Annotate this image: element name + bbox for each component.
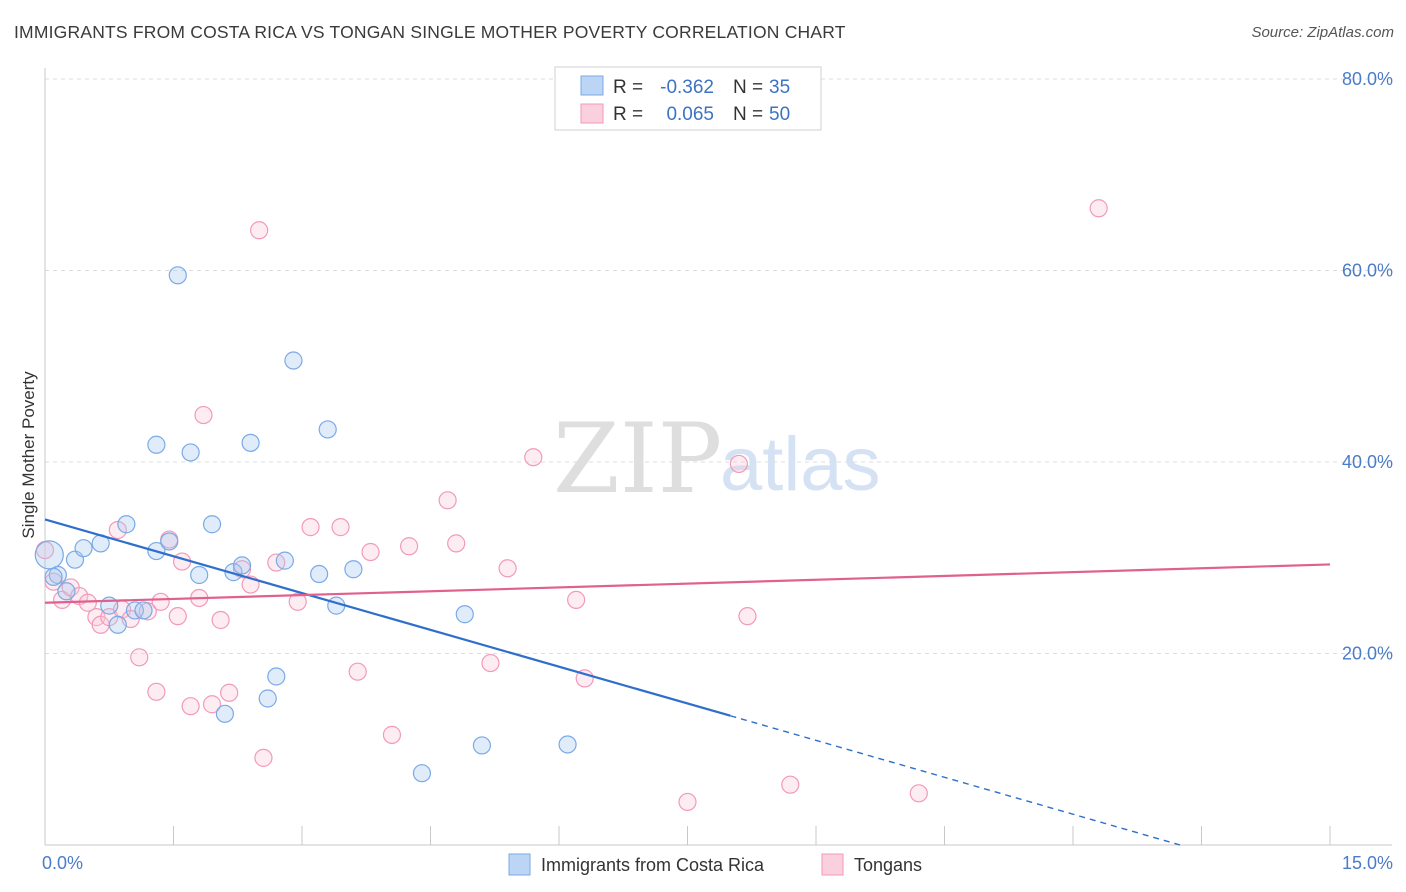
costa-rica-point — [108, 615, 127, 634]
legend-r-value-1: -0.362 — [660, 77, 714, 98]
tongan-point — [1089, 199, 1108, 218]
tongan-point — [181, 697, 200, 716]
x-tick-label: 15.0% — [1342, 853, 1393, 873]
costa-rica-point — [117, 515, 136, 534]
tongan-point — [250, 221, 269, 240]
tongan-point — [331, 518, 350, 537]
legend-swatch-tongans — [580, 103, 604, 124]
costa-rica-point — [344, 560, 363, 579]
bottom-legend-label-costa-rica: Immigrants from Costa Rica — [541, 855, 765, 875]
watermark: ZIP atlas — [553, 403, 881, 515]
tongan-point — [220, 683, 239, 702]
costa-rica-point — [181, 443, 200, 462]
costa-rica-point — [147, 435, 166, 454]
tongan-point — [781, 775, 800, 794]
tongan-point — [498, 559, 517, 578]
legend-swatch-costa-rica — [580, 75, 604, 96]
costa-rica-point — [215, 704, 234, 723]
legend-r-value-2: 0.065 — [666, 104, 714, 125]
axes — [44, 68, 1392, 846]
bottom-legend-label-tongans: Tongans — [854, 855, 922, 875]
bottom-legend-swatch-costa-rica — [508, 853, 531, 876]
y-tick-label: 40.0% — [1342, 452, 1393, 472]
costa-rica-point — [202, 515, 222, 534]
bottom-legend-swatch-tongans — [821, 853, 844, 876]
tongan-point — [438, 491, 457, 510]
costa-rica-point — [284, 351, 303, 370]
tongan-point — [729, 454, 749, 474]
y-axis-label: Single Mother Poverty — [19, 371, 38, 539]
tongan-point — [194, 405, 213, 425]
series-legend: Immigrants from Costa Rica Tongans — [508, 853, 922, 876]
tongan-point — [567, 590, 586, 609]
y-tick-label: 80.0% — [1342, 69, 1393, 89]
x-tick-labels: 0.0% 15.0% — [42, 853, 1393, 873]
tongan-point — [738, 607, 757, 626]
tongan-point — [399, 537, 419, 556]
source-label: Source: ZipAtlas.com — [1251, 24, 1394, 41]
costa-rica-point — [472, 736, 491, 755]
tongan-point — [348, 662, 367, 681]
costa-rica-trend-extension — [730, 715, 1181, 846]
costa-rica-point — [267, 667, 286, 686]
y-tick-label: 60.0% — [1342, 261, 1393, 281]
costa-rica-point — [134, 601, 153, 620]
costa-rica-point — [44, 567, 63, 587]
costa-rica-point — [57, 582, 76, 601]
tongan-point — [301, 518, 320, 537]
chart-title: IMMIGRANTS FROM COSTA RICA VS TONGAN SIN… — [14, 22, 846, 42]
watermark-zip: ZIP — [553, 403, 722, 515]
tongan-point — [168, 607, 187, 626]
costa-rica-point — [34, 540, 64, 570]
costa-rica-point — [190, 565, 209, 585]
legend-n-label-2: N = — [733, 104, 763, 125]
tongan-point — [151, 592, 170, 611]
tongan-point — [909, 784, 928, 803]
costa-rica-point — [74, 539, 93, 558]
costa-rica-point — [558, 735, 577, 754]
costa-rica-point — [310, 564, 329, 584]
correlation-legend: R = -0.362 N = 35 R = 0.065 N = 50 — [554, 66, 822, 131]
costa-rica-point — [318, 420, 337, 439]
tongan-point — [211, 610, 230, 630]
costa-rica-point — [258, 689, 277, 708]
tongan-point — [147, 682, 166, 701]
costa-rica-point — [241, 433, 260, 452]
tongan-point — [382, 725, 402, 744]
costa-rica-point — [412, 764, 432, 783]
watermark-atlas: atlas — [720, 422, 881, 507]
y-tick-label: 20.0% — [1342, 644, 1393, 664]
y-tick-labels: 20.0% 40.0% 60.0% 80.0% — [1342, 69, 1393, 664]
legend-n-value-1: 35 — [769, 77, 790, 98]
tongan-point — [53, 590, 72, 609]
tongan-point — [254, 748, 273, 767]
legend-n-label-1: N = — [733, 77, 763, 98]
tongan-point — [288, 592, 307, 611]
tongan-point — [361, 542, 380, 562]
legend-r-label-1: R = — [613, 77, 643, 98]
costa-rica-point — [232, 556, 252, 575]
tongan-point — [524, 448, 543, 467]
tongan-point — [447, 534, 466, 553]
costa-rica-trend-line — [44, 518, 731, 717]
legend-r-label-2: R = — [613, 104, 643, 125]
legend-n-value-2: 50 — [769, 104, 790, 125]
trend-lines — [44, 518, 1331, 846]
tongan-point — [481, 653, 500, 673]
tongan-point — [130, 648, 149, 667]
series-costa-rica — [34, 266, 577, 783]
tongan-point — [172, 552, 192, 571]
costa-rica-point — [455, 605, 474, 624]
tongan-point — [202, 695, 222, 714]
tongans-trend-line — [44, 563, 1331, 604]
x-tick-label: 0.0% — [42, 853, 83, 873]
costa-rica-point — [168, 266, 187, 285]
tongan-point — [678, 792, 697, 812]
costa-rica-point — [160, 532, 179, 551]
costa-rica-point — [275, 551, 294, 570]
